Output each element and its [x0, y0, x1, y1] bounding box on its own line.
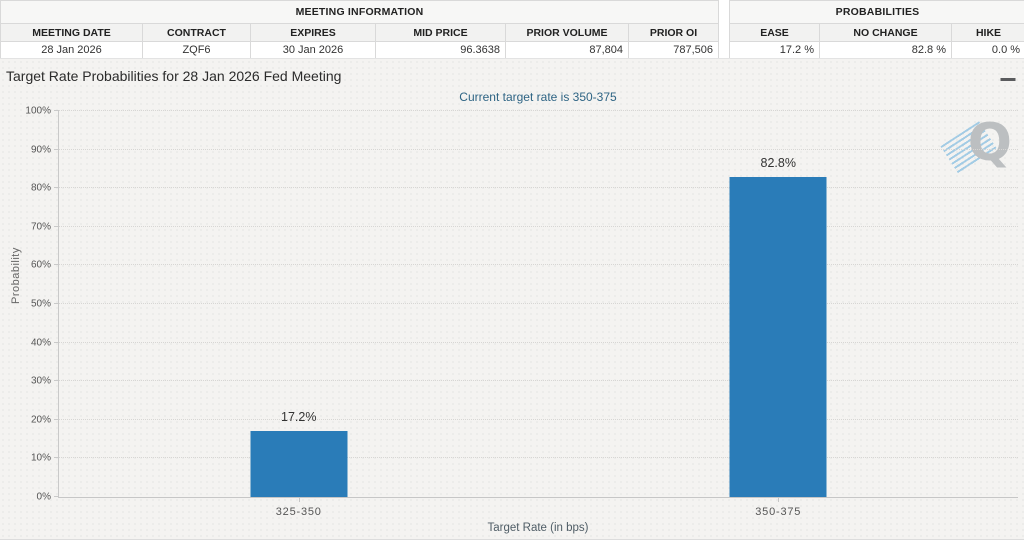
hike-value: 0.0 % [951, 41, 1024, 59]
meeting-information-table: MEETING INFORMATION MEETING DATE CONTRAC… [0, 0, 720, 59]
meeting-date-value: 28 Jan 2026 [0, 41, 143, 59]
y-axis-tick [54, 303, 59, 304]
x-axis-category-label: 325-350 [275, 506, 322, 518]
y-axis-tick [54, 380, 59, 382]
probabilities-table: PROBABILITIES EASE NO CHANGE HIKE 17.2 %… [729, 0, 1024, 59]
y-axis-title: Probability [10, 247, 22, 304]
column-header-expires: EXPIRES [250, 23, 376, 42]
no-change-value: 82.8 % [819, 41, 953, 59]
probability-chart: Target Rate Probabilities for 28 Jan 202… [0, 58, 1024, 540]
y-axis-tick-label: 80% [30, 182, 51, 194]
column-header-prior-volume: PRIOR VOLUME [505, 23, 629, 42]
x-axis-category-label: 350-375 [755, 506, 802, 518]
prior-oi-value: 787,506 [627, 41, 720, 59]
y-axis-tick [54, 187, 59, 189]
y-axis-tick-label: 70% [30, 221, 51, 233]
chart-menu-icon[interactable] [1000, 71, 1015, 83]
y-axis-tick-label: 60% [30, 259, 51, 271]
y-axis-tick [54, 110, 59, 111]
chart-title: Target Rate Probabilities for 28 Jan 202… [6, 68, 342, 84]
y-axis-tick [54, 457, 59, 459]
probability-bar-325-350[interactable] [250, 430, 348, 497]
prior-volume-value: 87,804 [505, 41, 629, 59]
contract-value: ZQF6 [142, 41, 251, 59]
y-axis-tick [54, 418, 59, 420]
ease-value: 17.2 % [729, 41, 821, 59]
probabilities-header: PROBABILITIES [729, 0, 1024, 24]
table-row: 28 Jan 2026 ZQF6 30 Jan 2026 96.3638 87,… [0, 41, 720, 59]
x-axis-tick [298, 497, 300, 502]
y-axis-tick [54, 148, 59, 150]
column-header-contract: CONTRACT [142, 23, 251, 42]
x-axis-tick [778, 497, 780, 502]
column-header-prior-oi: PRIOR OI [627, 23, 720, 42]
bar-value-label: 82.8% [760, 156, 796, 171]
bar-slot: 82.8% 350-375 [539, 111, 1019, 518]
meeting-information-header: MEETING INFORMATION [0, 0, 720, 24]
probability-bar-350-375[interactable] [729, 177, 827, 497]
y-axis-tick-label: 40% [30, 337, 51, 349]
x-axis-title: Target Rate (in bps) [487, 522, 589, 534]
mid-price-value: 96.3638 [375, 41, 506, 59]
y-axis-tick-label: 0% [36, 491, 51, 503]
chart-subtitle: Current target rate is 350-375 [459, 90, 617, 104]
y-axis-tick-label: 50% [30, 298, 51, 310]
column-header-ease: EASE [729, 23, 821, 42]
hamburger-bar [1000, 78, 1015, 81]
column-header-no-change: NO CHANGE [819, 23, 953, 42]
y-axis-tick-label: 20% [30, 414, 51, 426]
table-row: 17.2 % 82.8 % 0.0 % [729, 41, 1024, 59]
column-header-mid-price: MID PRICE [375, 23, 506, 42]
column-header-hike: HIKE [951, 23, 1024, 42]
summary-tables-row: MEETING INFORMATION MEETING DATE CONTRAC… [0, 0, 1024, 59]
y-axis-tick [54, 225, 59, 227]
bar-value-label: 17.2% [281, 409, 317, 424]
bar-slot: 17.2% 325-350 [59, 111, 539, 518]
y-axis-tick [54, 264, 59, 266]
y-axis-tick-label: 90% [30, 144, 51, 156]
plot-area: 0% 10% 20% 30% 40% 50% 60% 70% 80% 90% 100% 17.2% 32… [25, 106, 1019, 518]
expires-value: 30 Jan 2026 [250, 41, 376, 59]
y-axis-tick-label: 30% [30, 375, 51, 387]
column-header-meeting-date: MEETING DATE [0, 23, 143, 42]
y-axis-tick [54, 341, 59, 343]
y-axis-tick-label: 10% [30, 452, 51, 464]
y-axis-tick-label: 100% [25, 105, 51, 117]
y-axis-tick [54, 496, 59, 497]
